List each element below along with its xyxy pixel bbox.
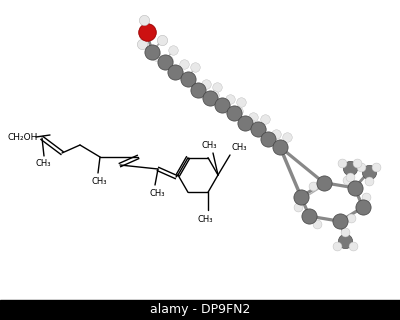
- Text: CH₃: CH₃: [197, 215, 213, 224]
- Text: CH₃: CH₃: [201, 141, 216, 150]
- Point: [362, 194, 369, 199]
- Point: [165, 58, 171, 63]
- Point: [342, 239, 348, 244]
- Point: [334, 243, 341, 248]
- Point: [354, 161, 361, 166]
- Point: [242, 120, 248, 125]
- Point: [284, 134, 290, 140]
- Text: CH₃: CH₃: [149, 189, 164, 198]
- Point: [248, 121, 254, 126]
- Point: [219, 102, 225, 108]
- Text: CH₃: CH₃: [36, 159, 52, 169]
- Point: [159, 37, 165, 43]
- Point: [139, 41, 145, 46]
- Point: [170, 47, 176, 52]
- Point: [314, 221, 320, 227]
- Point: [192, 64, 198, 69]
- Point: [176, 71, 182, 76]
- Point: [198, 91, 204, 96]
- Point: [346, 174, 353, 180]
- Text: alamy - DP9FN2: alamy - DP9FN2: [150, 303, 250, 316]
- Point: [162, 60, 168, 65]
- Point: [185, 76, 191, 82]
- Point: [373, 165, 380, 170]
- Point: [366, 178, 372, 183]
- Point: [223, 105, 229, 110]
- Point: [203, 81, 209, 86]
- Point: [352, 185, 358, 190]
- Point: [153, 53, 159, 59]
- Point: [310, 183, 316, 188]
- Point: [320, 180, 327, 185]
- Point: [342, 230, 348, 235]
- Point: [144, 29, 150, 35]
- Point: [235, 108, 241, 114]
- Point: [298, 194, 304, 199]
- Point: [255, 126, 261, 132]
- Point: [339, 161, 345, 166]
- Point: [346, 165, 353, 171]
- Point: [265, 136, 271, 141]
- Point: [214, 84, 220, 90]
- Point: [273, 132, 279, 137]
- Text: CH₂OH: CH₂OH: [8, 132, 38, 141]
- Point: [187, 77, 193, 83]
- Point: [231, 110, 237, 116]
- Text: CH₃: CH₃: [231, 143, 246, 153]
- Point: [358, 165, 364, 170]
- Point: [262, 116, 268, 122]
- Point: [258, 126, 264, 132]
- Point: [181, 61, 187, 67]
- Point: [344, 178, 350, 183]
- Point: [350, 243, 356, 248]
- Point: [277, 144, 283, 149]
- Point: [211, 92, 217, 98]
- Point: [141, 17, 147, 22]
- Point: [366, 169, 372, 174]
- Point: [337, 219, 344, 224]
- Point: [295, 205, 302, 210]
- Point: [306, 213, 312, 219]
- Bar: [0, 300, 400, 320]
- Point: [149, 49, 155, 54]
- Point: [172, 69, 178, 75]
- Point: [348, 216, 354, 221]
- Point: [227, 96, 233, 101]
- Point: [238, 100, 244, 105]
- Point: [195, 87, 201, 92]
- Point: [250, 115, 256, 120]
- Text: CH₃: CH₃: [92, 177, 108, 186]
- Point: [360, 204, 366, 210]
- Point: [207, 95, 213, 100]
